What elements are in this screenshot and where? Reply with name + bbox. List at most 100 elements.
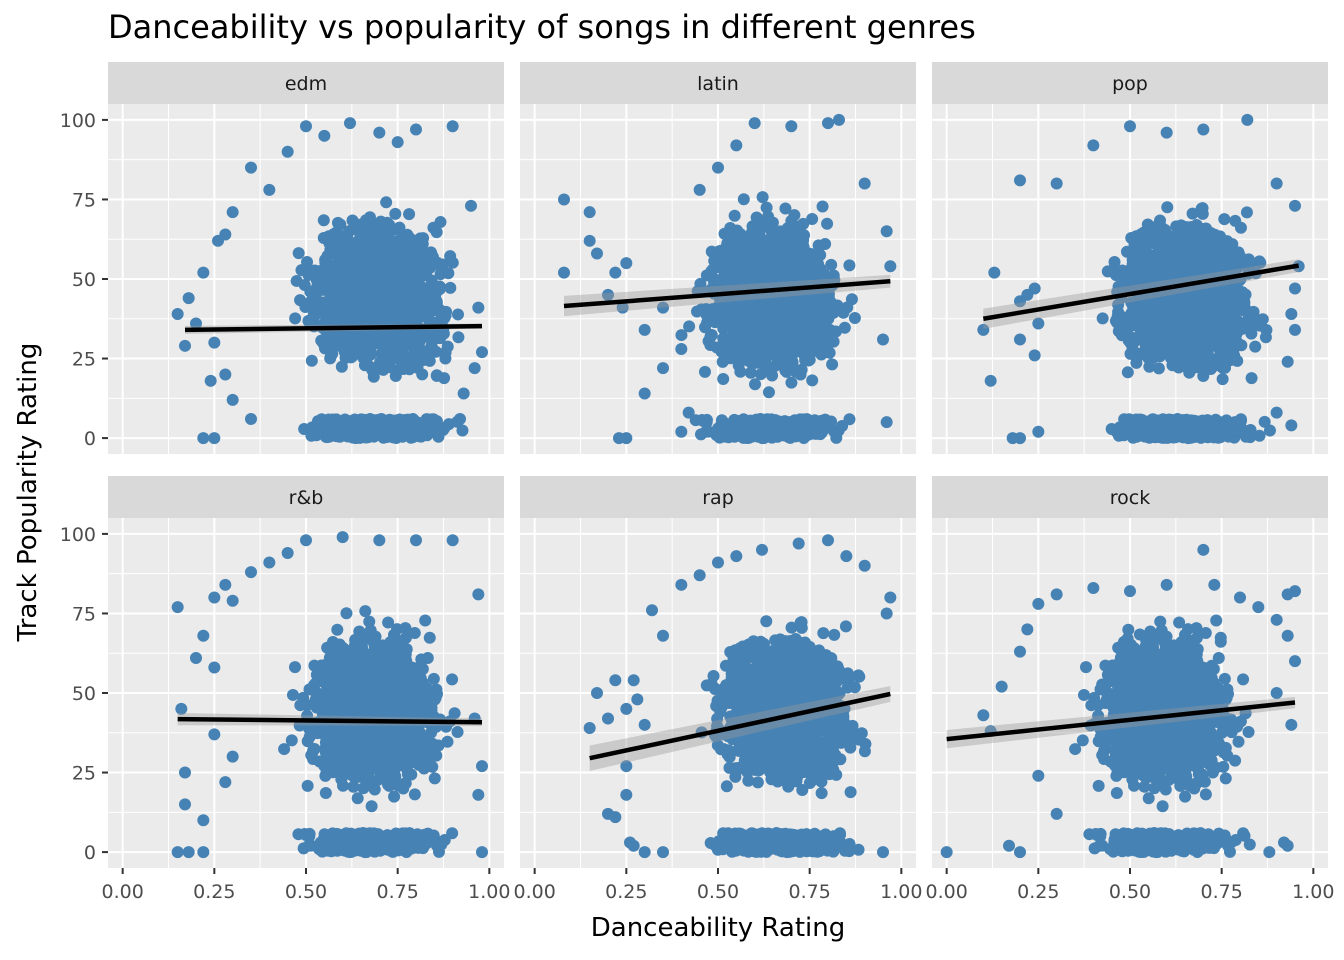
- scatter-point: [779, 202, 792, 215]
- scatter-point: [620, 432, 633, 445]
- scatter-point: [724, 226, 737, 239]
- scatter-point: [858, 177, 871, 190]
- scatter-point: [376, 251, 389, 264]
- scatter-point: [705, 329, 718, 342]
- scatter-point: [376, 423, 389, 436]
- scatter-point: [334, 337, 347, 350]
- scatter-point: [438, 372, 451, 385]
- scatter-point: [723, 257, 736, 270]
- scatter-point: [219, 228, 232, 241]
- scatter-point: [263, 183, 276, 196]
- y-tick-label: 25: [72, 349, 96, 371]
- y-tick-label: 50: [72, 269, 96, 291]
- scatter-point: [638, 323, 651, 336]
- scatter-point: [1196, 207, 1209, 220]
- scatter-point: [465, 199, 477, 212]
- scatter-point: [197, 266, 210, 279]
- scatter-point: [419, 352, 432, 365]
- scatter-point: [425, 248, 438, 261]
- scatter-point: [441, 340, 454, 353]
- scatter-point: [367, 370, 380, 383]
- y-tick-label: 100: [60, 110, 96, 132]
- scatter-point: [351, 277, 364, 290]
- scatter-point: [317, 214, 330, 227]
- scatter-point: [802, 417, 815, 430]
- scatter-point: [877, 333, 889, 346]
- scatter-point: [841, 301, 854, 314]
- scatter-point: [821, 217, 834, 230]
- scatter-point: [301, 256, 314, 269]
- scatter-point: [318, 129, 331, 142]
- scatter-point: [403, 208, 416, 221]
- scatter-point: [790, 344, 803, 357]
- scatter-point: [360, 414, 373, 427]
- scatter-point: [294, 294, 307, 307]
- scatter-point: [468, 362, 481, 375]
- scatter-point: [414, 424, 427, 437]
- scatter-point: [803, 353, 816, 366]
- scatter-point: [717, 373, 730, 386]
- scatter-point: [362, 238, 375, 251]
- scatter-point: [438, 312, 451, 325]
- scatter-point: [558, 193, 570, 206]
- scatter-point: [843, 259, 856, 272]
- scatter-point: [802, 332, 815, 345]
- scatter-point: [1240, 206, 1253, 219]
- scatter-point: [769, 259, 782, 272]
- scatter-point: [438, 422, 451, 435]
- scatter-point: [758, 308, 771, 321]
- scatter-point: [609, 266, 622, 279]
- scatter-point: [744, 345, 757, 358]
- scatter-point: [407, 266, 420, 279]
- scatter-point: [815, 426, 828, 439]
- scatter-point: [734, 270, 747, 283]
- scatter-point: [393, 413, 406, 426]
- scatter-point: [785, 120, 798, 133]
- scatter-point: [756, 191, 769, 204]
- scatter-point: [197, 432, 210, 445]
- scatter-point: [819, 337, 832, 350]
- scatter-point: [334, 287, 347, 300]
- scatter-point: [638, 387, 651, 400]
- scatter-point: [826, 358, 839, 371]
- scatter-point: [452, 331, 465, 344]
- scatter-point: [816, 200, 829, 213]
- scatter-point: [762, 221, 775, 234]
- scatter-point: [583, 234, 596, 247]
- scatter-point: [444, 281, 457, 294]
- scatter-point: [226, 393, 239, 406]
- scatter-point: [472, 301, 485, 314]
- scatter-point: [785, 376, 798, 389]
- scatter-point: [724, 352, 737, 365]
- scatter-point: [735, 336, 748, 349]
- scatter-point: [413, 286, 426, 299]
- scatter-point: [1245, 372, 1258, 385]
- scatter-point: [403, 363, 416, 376]
- scatter-point: [300, 120, 312, 133]
- scatter-point: [340, 301, 353, 314]
- scatter-point: [208, 336, 221, 349]
- scatter-point: [317, 283, 330, 296]
- scatter-point: [245, 161, 257, 174]
- scatter-point: [410, 123, 422, 136]
- scatter-point: [718, 338, 731, 351]
- scatter-point: [769, 322, 782, 335]
- scatter-point: [424, 293, 437, 306]
- scatter-point: [728, 209, 741, 222]
- scatter-point: [746, 229, 759, 242]
- scatter-point: [427, 221, 440, 234]
- scatter-point: [428, 422, 441, 435]
- scatter-point: [382, 282, 395, 295]
- scatter-point: [359, 214, 372, 227]
- scatter-point: [700, 413, 713, 426]
- scatter-point: [730, 139, 743, 152]
- scatter-point: [416, 237, 429, 250]
- scatter-point: [830, 425, 843, 438]
- scatter-point: [208, 432, 221, 445]
- scatter-point: [708, 254, 721, 267]
- facet-panel: latin: [520, 62, 916, 454]
- scatter-point: [758, 253, 771, 266]
- scatter-point: [806, 374, 819, 387]
